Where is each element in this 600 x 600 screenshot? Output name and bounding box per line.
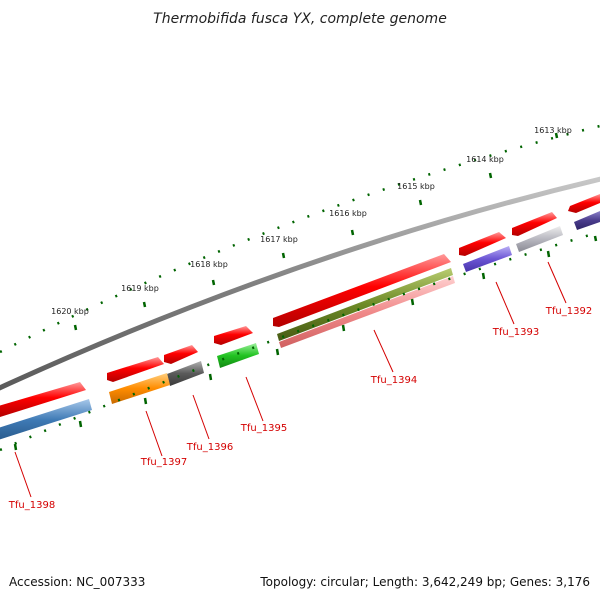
ruler-label-1615: 1615 kbp xyxy=(397,182,435,191)
major-tick-1615 xyxy=(418,199,423,206)
gene-arrow-1392[interactable] xyxy=(512,212,557,236)
inner-major-tick-2 xyxy=(546,250,551,258)
inner-major-tick-6 xyxy=(275,348,280,356)
major-tick-1617 xyxy=(281,252,286,259)
label-line-1397 xyxy=(145,410,163,457)
ruler-label-1619: 1619 kbp xyxy=(121,284,159,293)
gene-arrow-1391[interactable] xyxy=(568,194,600,213)
feature-bar-1393[interactable] xyxy=(463,246,512,272)
gene-arrow-1393[interactable] xyxy=(459,232,506,256)
inner-major-tick-1 xyxy=(593,235,598,242)
ruler-label-1613: 1613 kbp xyxy=(534,126,572,135)
gene-arrow-1396[interactable] xyxy=(164,345,198,364)
major-tick-1618 xyxy=(211,279,216,286)
ruler-label-1617: 1617 kbp xyxy=(260,235,298,244)
gene-label-1396[interactable]: Tfu_1396 xyxy=(186,442,233,453)
inner-major-tick-9 xyxy=(78,420,83,428)
label-line-1394 xyxy=(373,329,394,373)
ruler-label-1616: 1616 kbp xyxy=(329,209,367,218)
gene-labels: Tfu_1392 Tfu_1393 Tfu_1394 Tfu_1395 Tfu_… xyxy=(8,306,592,511)
ruler-label-1618: 1618 kbp xyxy=(190,260,228,269)
label-line-1396 xyxy=(192,394,210,440)
gene-label-1393[interactable]: Tfu_1393 xyxy=(492,327,539,338)
label-line-1392 xyxy=(547,261,567,304)
inner-major-tick-3 xyxy=(481,272,486,280)
ruler: 1613 kbp 1614 kbp 1615 kbp 1616 kbp 1617… xyxy=(0,124,600,354)
feature-bar-1397[interactable] xyxy=(109,373,170,404)
gene-arrow-1397[interactable] xyxy=(107,357,164,382)
gene-arrow-1395[interactable] xyxy=(214,326,253,345)
feature-bar-1398[interactable] xyxy=(0,399,92,441)
cds-track xyxy=(0,194,600,417)
major-tick-1620 xyxy=(73,324,78,331)
major-tick-1614 xyxy=(488,172,493,179)
inner-major-tick-5 xyxy=(341,324,346,332)
gene-label-1395[interactable]: Tfu_1395 xyxy=(240,423,287,434)
gene-label-1397[interactable]: Tfu_1397 xyxy=(140,457,187,468)
inner-major-tick-8 xyxy=(143,397,148,405)
feature-track xyxy=(0,211,600,441)
feature-bar-1394b[interactable] xyxy=(279,276,455,348)
gene-label-1394[interactable]: Tfu_1394 xyxy=(370,375,417,386)
label-line-1395 xyxy=(245,376,264,422)
inner-major-tick-10 xyxy=(13,443,18,451)
label-line-1393 xyxy=(495,281,515,325)
label-lines xyxy=(14,261,567,498)
inner-ruler xyxy=(0,230,600,452)
feature-bar-1396[interactable] xyxy=(167,361,204,386)
genome-summary-text: Topology: circular; Length: 3,642,249 bp… xyxy=(259,575,590,589)
major-tick-1613 xyxy=(554,132,559,139)
ruler-label-1614: 1614 kbp xyxy=(466,155,504,164)
feature-bar-1395[interactable] xyxy=(217,343,259,368)
inner-major-tick-4 xyxy=(410,298,415,306)
feature-bar-1392[interactable] xyxy=(516,226,563,252)
map-title: Thermobifida fusca YX, complete genome xyxy=(153,11,447,27)
genome-backbone xyxy=(0,176,600,391)
gene-label-1398[interactable]: Tfu_1398 xyxy=(8,500,55,511)
gene-arrow-1398[interactable] xyxy=(0,382,86,417)
label-line-1398 xyxy=(14,451,32,498)
feature-bar-1391[interactable] xyxy=(574,211,600,230)
accession-text: Accession: NC_007333 xyxy=(9,575,145,589)
major-tick-1616 xyxy=(350,229,355,236)
ruler-label-1620: 1620 kbp xyxy=(51,307,89,316)
gene-label-1392[interactable]: Tfu_1392 xyxy=(545,306,592,317)
feature-bar-1394a[interactable] xyxy=(277,268,453,341)
major-tick-1619 xyxy=(142,301,147,308)
inner-major-tick-7 xyxy=(208,373,213,381)
gene-arrow-1394[interactable] xyxy=(273,254,451,327)
